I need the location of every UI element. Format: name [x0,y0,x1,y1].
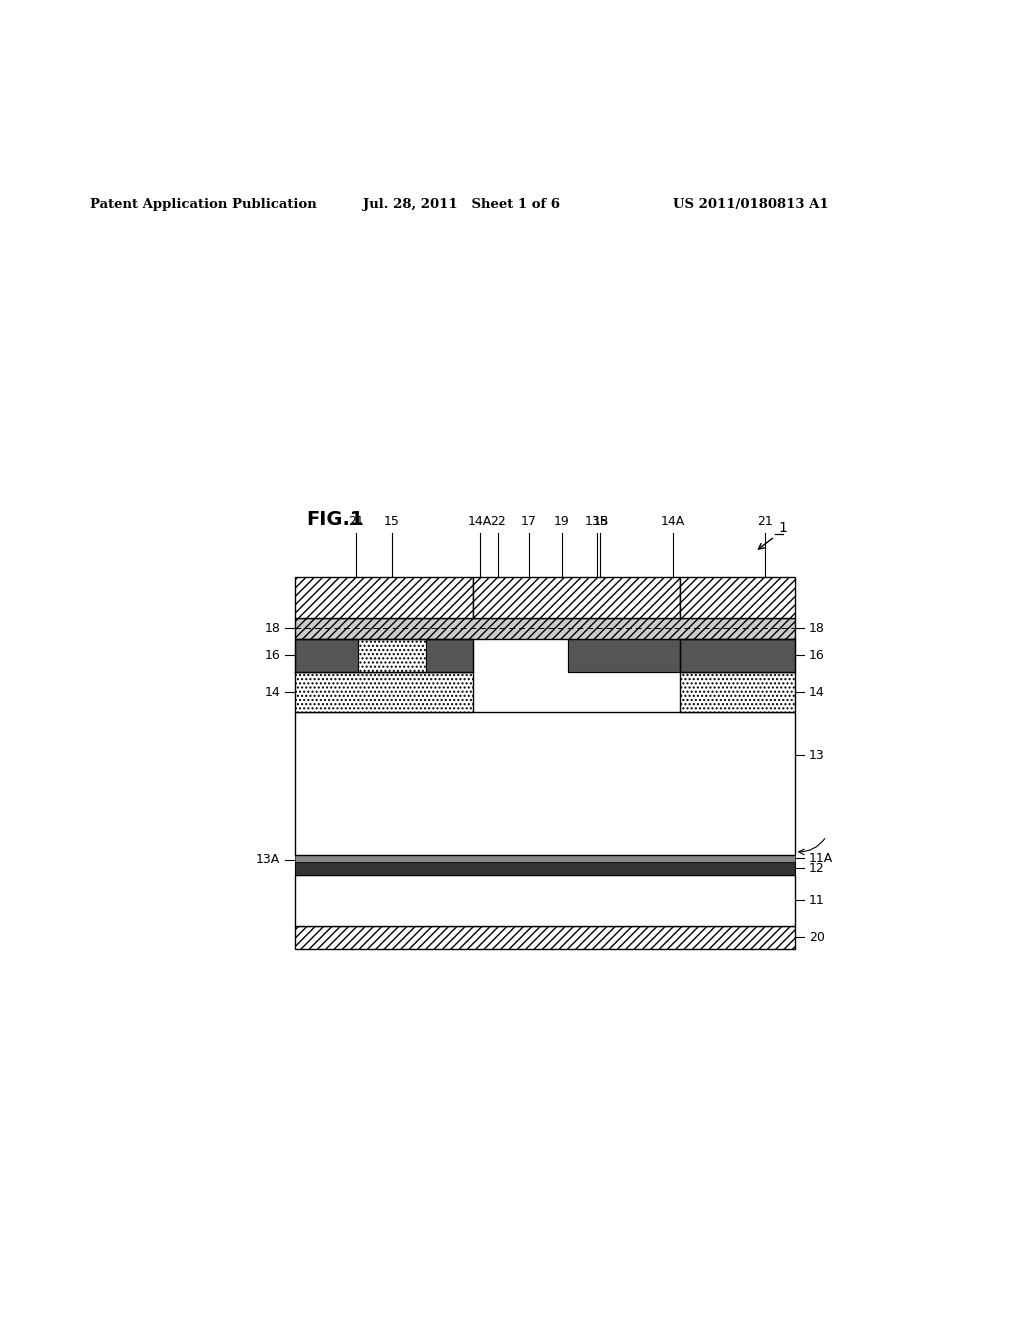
Bar [426,639,473,672]
Text: 22: 22 [490,515,506,528]
Bar [295,925,795,949]
Text: 12: 12 [809,862,824,875]
Text: 14: 14 [809,685,824,698]
Text: 14: 14 [264,685,281,698]
Bar [295,854,795,862]
Bar [473,577,680,618]
Text: 19: 19 [554,515,569,528]
Bar [680,672,795,713]
Text: 14A: 14A [467,515,492,528]
Text: US 2011/0180813 A1: US 2011/0180813 A1 [673,198,828,211]
Bar [295,639,358,672]
Bar [295,875,795,925]
Text: 20: 20 [809,931,824,944]
Bar [568,639,680,672]
Bar [295,672,473,713]
Text: FIG.1: FIG.1 [306,510,365,529]
Text: 11: 11 [809,894,824,907]
Text: 15: 15 [592,515,608,528]
Text: 16: 16 [809,649,824,661]
Text: 16: 16 [264,649,281,661]
Text: 13: 13 [809,748,824,762]
Bar [680,577,795,618]
Text: Patent Application Publication: Patent Application Publication [90,198,316,211]
Text: 15: 15 [384,515,399,528]
Text: 21: 21 [348,515,365,528]
Bar [295,618,795,639]
Bar [568,639,632,672]
Bar [295,577,473,618]
Bar [295,713,795,854]
Text: 14A: 14A [662,515,685,528]
Text: 11A: 11A [809,851,834,865]
Text: 1: 1 [778,521,787,536]
Bar [295,862,795,875]
Text: Jul. 28, 2011   Sheet 1 of 6: Jul. 28, 2011 Sheet 1 of 6 [362,198,560,211]
Bar [632,639,795,672]
Text: 17: 17 [521,515,537,528]
Text: 21: 21 [757,515,773,528]
Text: 18: 18 [809,622,824,635]
Text: 13A: 13A [256,853,281,866]
Text: 18: 18 [264,622,281,635]
Text: 13B: 13B [585,515,609,528]
Bar [358,639,426,672]
